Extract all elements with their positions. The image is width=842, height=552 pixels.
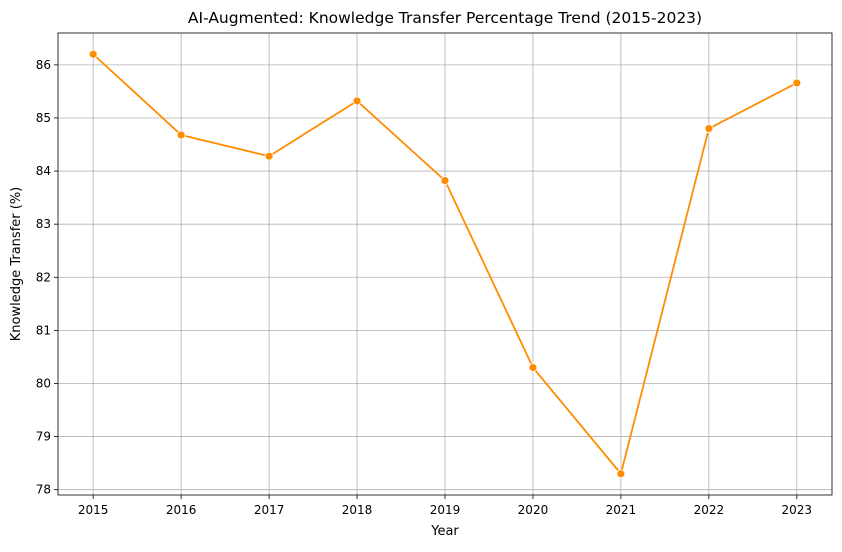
- chart-title: AI-Augmented: Knowledge Transfer Percent…: [188, 9, 702, 27]
- x-tick-label: 2023: [782, 503, 813, 517]
- x-tick-label: 2019: [430, 503, 461, 517]
- y-tick-label: 83: [36, 217, 51, 231]
- x-tick-label: 2020: [518, 503, 549, 517]
- y-tick-label: 80: [36, 376, 51, 390]
- data-point: [528, 363, 538, 372]
- y-tick-label: 86: [36, 58, 51, 72]
- grid: [58, 33, 832, 495]
- x-axis-label: Year: [430, 524, 459, 539]
- x-tick-label: 2016: [166, 503, 197, 517]
- data-point: [704, 124, 714, 133]
- data-point: [352, 96, 362, 106]
- data-points: [88, 49, 802, 479]
- y-tick-label: 82: [36, 270, 51, 284]
- x-axis-ticks: 2015 2016 2017 2018 2019 2020 2021 2022 2023: [78, 495, 812, 517]
- y-tick-label: 79: [36, 430, 51, 444]
- y-tick-label: 85: [36, 111, 51, 125]
- x-tick-label: 2018: [342, 503, 373, 517]
- data-point: [616, 469, 626, 479]
- x-tick-label: 2021: [606, 503, 637, 517]
- x-tick-label: 2017: [254, 503, 285, 517]
- y-axis-ticks: 78 79 80 81 82 83 84 85 86: [36, 58, 58, 497]
- y-tick-label: 84: [36, 164, 51, 178]
- data-point: [792, 78, 802, 88]
- y-axis-label: Knowledge Transfer (%): [9, 187, 24, 342]
- data-point: [264, 151, 274, 161]
- data-point: [176, 130, 186, 140]
- x-tick-label: 2022: [694, 503, 725, 517]
- x-tick-label: 2015: [78, 503, 109, 517]
- y-tick-label: 81: [36, 323, 51, 337]
- data-point: [88, 49, 98, 59]
- y-tick-label: 78: [36, 483, 51, 497]
- data-point: [440, 176, 450, 186]
